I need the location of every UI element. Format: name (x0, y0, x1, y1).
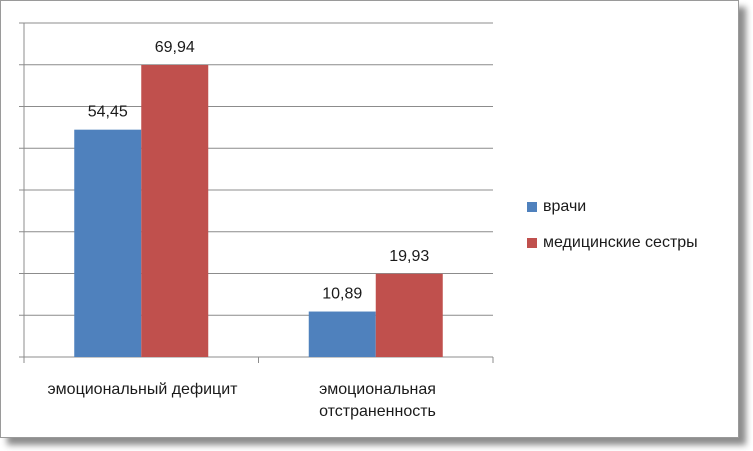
bar (141, 65, 209, 358)
bar (308, 311, 376, 357)
data-label: 54,45 (88, 104, 128, 121)
legend-swatch-doctors (527, 202, 537, 212)
legend: врачи медицинские сестры (527, 196, 698, 268)
legend-item-doctors: врачи (527, 196, 698, 218)
data-label: 69,94 (155, 39, 195, 56)
bar (375, 273, 443, 357)
legend-label-doctors: врачи (543, 198, 587, 215)
x-tick-label-0: эмоциональный дефицит (47, 381, 238, 398)
legend-item-nurses: медицинские сестры (527, 232, 698, 254)
legend-label-nurses: медицинские сестры (543, 234, 698, 251)
legend-swatch-nurses (527, 238, 537, 248)
data-label: 19,93 (389, 248, 429, 265)
data-label: 10,89 (322, 286, 362, 303)
x-tick-label-1: эмоциональная отстраненность (319, 381, 436, 420)
bar (74, 129, 142, 357)
